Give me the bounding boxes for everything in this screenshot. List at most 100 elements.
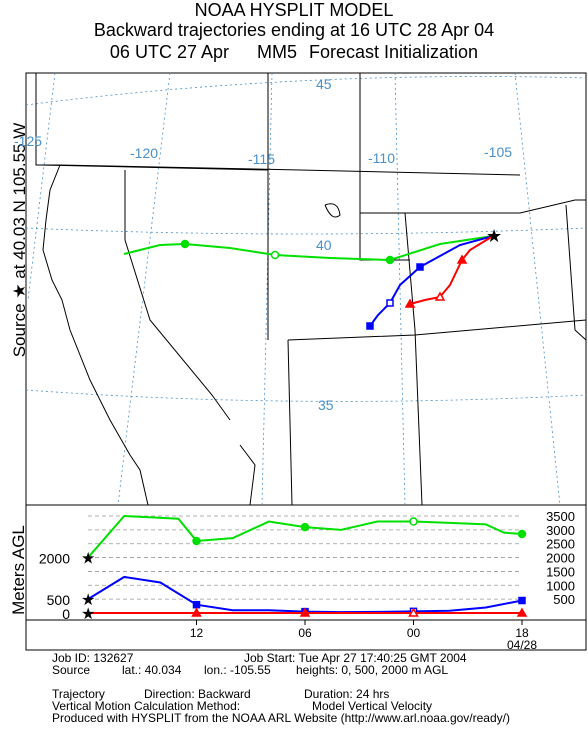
start-star: ★: [81, 606, 95, 623]
point-marker: [299, 607, 311, 617]
point-marker: [366, 322, 374, 330]
point-marker: [516, 607, 528, 617]
point-marker: [386, 299, 394, 307]
wy-border: [359, 73, 586, 214]
lat-line-45: [25, 76, 587, 106]
info-heights: heights: 0, 500, 2000 m AGL: [296, 663, 449, 677]
map-trajectory-line: [409, 235, 494, 305]
profile-frame: [25, 504, 587, 651]
point-marker: [191, 607, 202, 617]
y-tick-label-right: 3000: [546, 523, 575, 538]
start-star: ★: [81, 551, 95, 568]
job-id: Job ID: 132627: [52, 651, 134, 665]
info-vertical-label: Vertical Motion Calculation Method:: [52, 699, 241, 713]
lon-label: -110: [368, 150, 395, 166]
x-tick-label: 18: [515, 626, 529, 640]
y-tick-label-right: 3500: [546, 509, 575, 524]
point-marker: [517, 529, 527, 539]
info-panel: Job ID: 132627 Job Start: Tue Apr 27 17:4…: [26, 652, 586, 724]
init-label: Forecast Initialization: [308, 42, 479, 62]
y-tick-label-right: 1000: [546, 578, 575, 593]
ca-nv-border: [124, 239, 231, 421]
map-trajectory-line: [123, 235, 494, 262]
graticule: [25, 72, 587, 506]
lon-line-110: [394, 72, 406, 506]
chart-title: NOAA HYSPLIT MODEL: [194, 0, 394, 20]
info-source-label: Source: [52, 663, 91, 677]
great-salt-lake: [324, 203, 341, 218]
map-trajectory-line: [369, 235, 494, 327]
point-marker: [518, 596, 526, 605]
lat-labels: 45 40 35: [316, 76, 334, 413]
lon-line-125: [27, 72, 56, 301]
state-borders: [35, 73, 587, 506]
lon-labels: -125 -120 -115 -110 -105: [14, 133, 512, 167]
info-duration: Duration: 24 hrs: [304, 687, 390, 701]
point-marker: [409, 517, 418, 526]
x-tick-label: 00: [407, 626, 421, 640]
info-trajectory-label: Trajectory: [52, 687, 105, 701]
co-border-north: [404, 212, 416, 331]
co-ks-border: [565, 204, 576, 331]
point-marker: [270, 250, 280, 260]
lon-label: -125: [14, 133, 42, 149]
series-line-2000: [87, 514, 523, 559]
canada-border: [35, 73, 521, 176]
lat-line-35: [25, 389, 587, 402]
init-time: 06 UTC 27 Apr: [109, 42, 229, 62]
lon-line-120: [117, 72, 171, 506]
y-tick-label-right: 2500: [546, 537, 575, 552]
y-tick-label-left: 2000: [39, 551, 70, 567]
y-tick-label-right: 1500: [546, 564, 575, 579]
ok-border: [574, 329, 587, 341]
source-star: ★: [486, 226, 502, 246]
x-tick-label: 12: [190, 626, 204, 640]
map-trajectories: ★: [123, 226, 502, 330]
point-marker: [456, 254, 468, 264]
lon-line-115: [261, 72, 273, 506]
y-tick-label-right: 2000: [546, 551, 575, 566]
point-marker: [434, 291, 446, 301]
lat-label: 45: [316, 76, 332, 92]
point-marker: [300, 522, 310, 532]
start-star: ★: [81, 592, 95, 609]
nm-border: [414, 329, 423, 506]
lon-label: -120: [130, 145, 158, 161]
point-marker: [192, 600, 201, 609]
point-marker: [180, 239, 190, 249]
point-marker: [404, 298, 416, 308]
lat-label: 35: [318, 397, 334, 413]
point-marker: [408, 607, 419, 617]
x-date-label: 04/28: [507, 638, 537, 652]
baja: [239, 444, 256, 506]
info-lat: lat.: 40.034: [122, 663, 182, 677]
lat-line-40: [25, 227, 587, 235]
lon-line-105: [514, 72, 561, 506]
series-line-500: [87, 575, 523, 614]
lat-label: 40: [316, 237, 332, 253]
ut-co-border: [359, 213, 410, 261]
lon-label: -115: [248, 151, 275, 167]
map-frame: [25, 72, 587, 506]
pacific-coast: [42, 164, 149, 506]
init-line: 06 UTC 27 Apr MM5 Forecast Initialization: [0, 42, 588, 63]
y-tick-label-left: 500: [47, 592, 71, 608]
info-direction: Direction: Backward: [144, 687, 251, 701]
point-marker: [385, 255, 395, 265]
job-start: Job Start: Tue Apr 27 17:40:25 GMT 2004: [244, 651, 467, 665]
init-model: MM5: [256, 42, 297, 62]
info-produced: Produced with HYSPLIT from the NOAA ARL …: [52, 711, 510, 725]
point-marker: [416, 263, 424, 271]
y-tick-label-right: 500: [553, 592, 575, 607]
lon-label: -105: [484, 144, 512, 160]
info-lon: lon.: -105.55: [204, 663, 271, 677]
info-vertical-value: Model Vertical Velocity: [312, 699, 433, 713]
point-marker: [192, 536, 201, 546]
az-border: [287, 339, 293, 506]
oregon-border: [39, 164, 269, 171]
y-tick-label-left: 0: [62, 606, 70, 622]
x-tick-label: 06: [298, 626, 312, 640]
chart-subtitle: Backward trajectories ending at 16 UTC 2…: [93, 20, 495, 40]
